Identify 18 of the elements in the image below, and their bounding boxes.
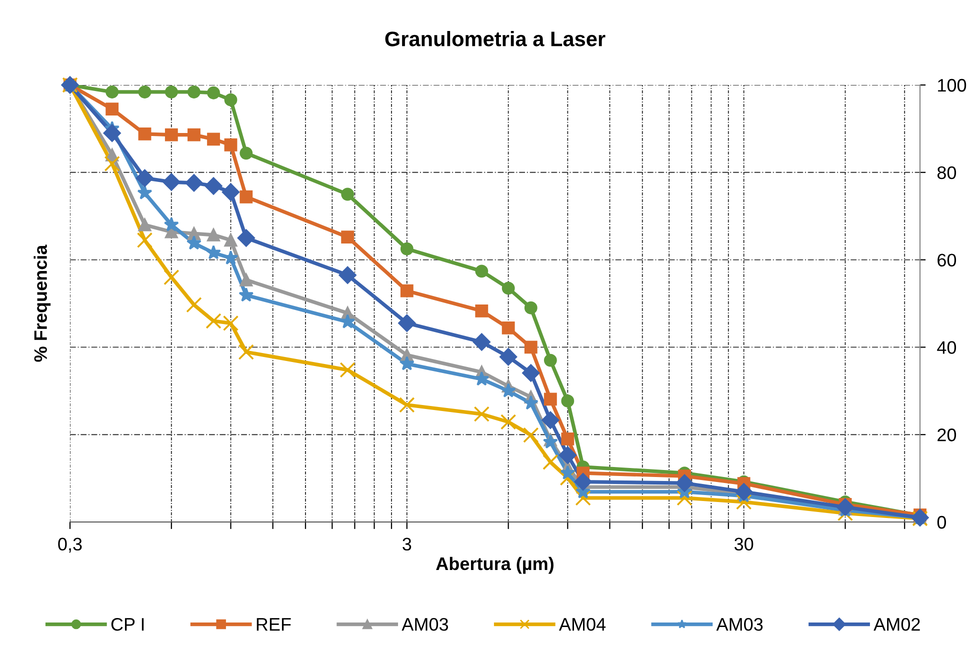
y-tick-label: 0 — [937, 516, 946, 529]
y-tick-label: 80 — [937, 166, 956, 180]
y-tick-label: 20 — [938, 428, 956, 442]
chart-title: Granulometria a Laser — [385, 31, 606, 46]
legend-label: AM03 — [716, 618, 763, 631]
y-tick-label: 60 — [938, 254, 956, 267]
y-axis-title: % Frequencia — [34, 244, 51, 362]
x-tick-label: 30 — [734, 538, 754, 551]
legend-label: REF — [256, 618, 291, 631]
legend-label: AM02 — [874, 618, 920, 631]
y-tick-label: 100 — [938, 78, 966, 92]
legend-label: CP I — [111, 618, 144, 631]
x-tick-label: 0,3 — [58, 538, 82, 553]
y-tick-label: 40 — [937, 341, 956, 354]
legend-label: AM03 — [402, 618, 448, 631]
legend-label: AM04 — [558, 618, 606, 631]
x-tick-label: 3 — [402, 538, 412, 551]
x-axis-title: Abertura (µm) — [436, 556, 554, 574]
